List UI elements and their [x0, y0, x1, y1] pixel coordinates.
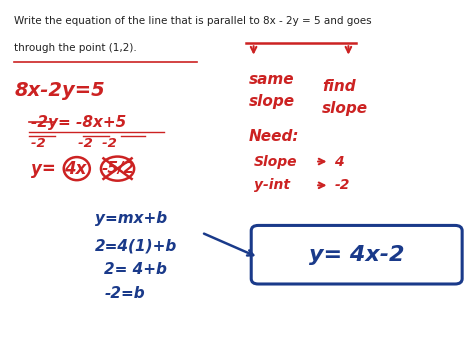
- Text: y=: y=: [31, 160, 55, 178]
- Text: 4x: 4x: [64, 160, 86, 178]
- Text: slope: slope: [249, 94, 295, 109]
- Text: -2=b: -2=b: [104, 286, 145, 301]
- Text: y= 4x-2: y= 4x-2: [309, 245, 404, 264]
- Text: find: find: [322, 80, 356, 94]
- Text: same: same: [249, 72, 294, 87]
- Text: -2y= -8x+5: -2y= -8x+5: [31, 115, 126, 130]
- Text: y-int: y-int: [254, 178, 290, 192]
- Text: 4: 4: [334, 154, 344, 169]
- Text: slope: slope: [322, 101, 368, 116]
- Text: 8x-2y=5: 8x-2y=5: [14, 81, 105, 100]
- Text: -5/2: -5/2: [102, 161, 135, 176]
- Text: 2= 4+b: 2= 4+b: [104, 262, 167, 277]
- Text: y=mx+b: y=mx+b: [95, 211, 167, 226]
- Text: through the point (1,2).: through the point (1,2).: [14, 43, 137, 53]
- Text: -2       -2  -2: -2 -2 -2: [31, 137, 117, 150]
- Text: 2=4(1)+b: 2=4(1)+b: [95, 238, 177, 253]
- Text: Slope: Slope: [254, 154, 297, 169]
- Text: Need:: Need:: [249, 129, 300, 144]
- Text: -2: -2: [334, 178, 349, 192]
- Text: Write the equation of the line that is parallel to 8x - 2y = 5 and goes: Write the equation of the line that is p…: [14, 16, 372, 26]
- FancyBboxPatch shape: [251, 225, 462, 284]
